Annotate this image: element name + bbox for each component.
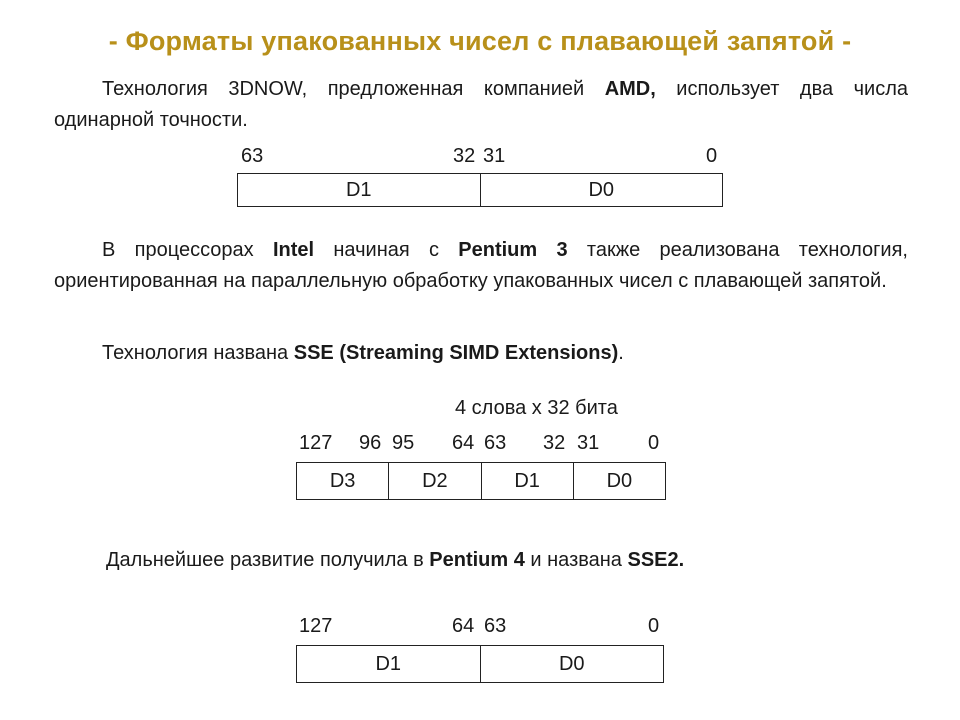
bit-label-31: 31	[483, 145, 506, 167]
paragraph-text: .	[618, 342, 624, 364]
bold-intel: Intel	[272, 239, 315, 261]
register-cell-d0: D0	[558, 652, 585, 675]
bit-label-0: 0	[648, 615, 660, 637]
register-cell-d0: D0	[606, 469, 633, 492]
bold-pentium4: Pentium 4	[429, 549, 525, 571]
register-cell-d0: D0	[588, 178, 615, 201]
bit-label-95: 95	[392, 432, 415, 454]
bit-label-63: 63	[241, 145, 264, 167]
paragraph-sse2: Дальнейшее развитие получила в Pentium 4…	[106, 545, 906, 576]
bit-label-63: 63	[484, 615, 507, 637]
paragraph-text: и названа	[524, 549, 628, 571]
bit-label-0: 0	[706, 145, 718, 167]
bit-label-96: 96	[359, 432, 382, 454]
register-cell-d1: D1	[238, 174, 481, 206]
bit-label-127: 127	[299, 432, 333, 454]
paragraph-text: Технология названа	[102, 342, 294, 364]
bit-label-64: 64	[452, 432, 475, 454]
register-3dnow: D1 D0	[237, 173, 723, 207]
bit-label-127: 127	[299, 615, 333, 637]
register-caption: 4 слова х 32 бита	[455, 397, 618, 419]
bold-sse: SSE (Streaming SIMD Extensions)	[293, 342, 619, 364]
paragraph-text: Технология 3DNOW, предложенная компанией	[102, 78, 605, 100]
paragraph-text: также реализована технология, ориентиров…	[54, 239, 908, 292]
bit-label-32: 32	[453, 145, 476, 167]
bit-label-31: 31	[577, 432, 600, 454]
register-sse2: D1 D0	[296, 645, 664, 683]
register-sse: D3 D2 D1 D0	[296, 462, 666, 500]
bit-label-32: 32	[543, 432, 566, 454]
register-cell-d1: D1	[482, 463, 574, 499]
paragraph-text: использует два числа одинарной точности.	[54, 78, 908, 131]
paragraph-3dnow: Технология 3DNOW, предложенная компанией…	[54, 74, 908, 136]
bold-pentium3: Pentium 3	[458, 239, 568, 261]
bit-label-0: 0	[648, 432, 660, 454]
bold-amd: AMD,	[604, 78, 656, 100]
bold-sse2: SSE2.	[627, 549, 685, 571]
paragraph-text: начиная с	[314, 239, 459, 261]
paragraph-text: В процессорах	[102, 239, 273, 261]
register-cell-d1: D1	[297, 646, 481, 682]
bit-label-64: 64	[452, 615, 475, 637]
register-cell-d2: D2	[389, 463, 482, 499]
slide-title: - Форматы упакованных чисел с плавающей …	[108, 26, 852, 56]
paragraph-intel: В процессорах Intel начиная с Pentium 3 …	[54, 235, 908, 297]
paragraph-text: Дальнейшее развитие получила в	[106, 549, 430, 571]
paragraph-sse: Технология названа SSE (Streaming SIMD E…	[54, 338, 908, 369]
register-cell-d3: D3	[297, 463, 390, 499]
bit-label-63: 63	[484, 432, 507, 454]
